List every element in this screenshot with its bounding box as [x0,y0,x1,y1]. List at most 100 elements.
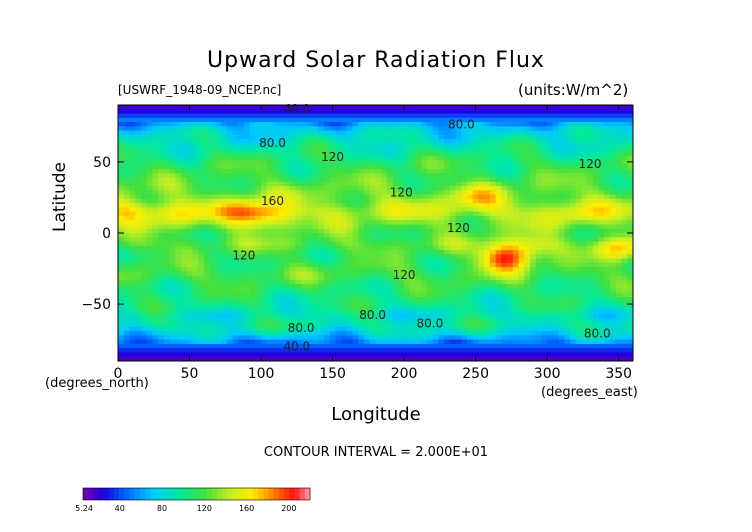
heatmap-cell [152,254,159,259]
heatmap-cell [552,134,560,140]
heatmap-cell [484,309,491,315]
heatmap-cell [140,190,148,195]
heatmap-cell [621,143,628,149]
heatmap-cell [467,228,474,234]
heatmap-cell [427,245,434,251]
heatmap-cell [604,220,611,225]
heatmap-cell [581,220,588,225]
heatmap-cell [186,284,193,289]
heatmap-cell [547,105,554,110]
heatmap-cell [432,109,439,114]
heatmap-cell [467,335,474,341]
heatmap-cell [404,134,411,140]
heatmap-cell [564,284,571,289]
heatmap-cell [575,130,582,136]
heatmap-cell [467,254,474,259]
heatmap-cell [455,233,462,238]
heatmap-cell [301,211,308,217]
heatmap-cell [518,220,525,225]
heatmap-cell [398,241,405,247]
heatmap-cell [364,134,371,140]
heatmap-cell [169,339,176,345]
heatmap-cell [409,305,416,311]
heatmap-cell [547,301,554,306]
heatmap-cell [226,194,233,200]
heatmap-cell [324,309,331,315]
heatmap-cell [386,224,394,230]
heatmap-cell [461,284,468,289]
heatmap-cell [346,309,354,315]
heatmap-cell [272,113,279,119]
heatmap-cell [215,254,222,259]
heatmap-cell [369,322,376,328]
heatmap-cell [255,194,262,200]
heatmap-cell [621,190,628,195]
heatmap-cell [489,143,497,149]
heatmap-cell [140,267,148,272]
heatmap-cell [438,237,445,242]
heatmap-cell [398,215,405,221]
heatmap-cell [272,186,279,191]
heatmap-cell [375,245,382,251]
heatmap-cell [592,186,600,191]
heatmap-cell [472,194,479,200]
heatmap-cell [427,160,434,166]
heatmap-cell [301,309,308,315]
heatmap-cell [249,284,256,289]
heatmap-cell [135,335,142,341]
heatmap-cell [238,250,245,255]
heatmap-cell [243,181,251,187]
heatmap-cell [512,233,519,238]
heatmap-cell [318,147,325,153]
heatmap-cell [198,292,205,298]
heatmap-cell [507,143,514,149]
heatmap-cell [152,250,159,255]
heatmap-cell [610,173,617,178]
heatmap-cell [541,160,548,166]
heatmap-cell [192,151,199,157]
heatmap-cell [186,169,193,174]
heatmap-cell [449,241,457,247]
heatmap-cell [558,113,565,119]
heatmap-cell [335,297,342,302]
heatmap-cell [392,160,399,166]
heatmap-cell [352,113,359,119]
heatmap-cell [415,130,422,136]
heatmap-cell [335,262,342,268]
heatmap-cell [146,169,153,174]
heatmap-cell [335,254,342,259]
heatmap-cell [329,134,336,140]
heatmap-cell [278,117,285,123]
heatmap-cell [341,228,348,234]
heatmap-cell [547,245,554,251]
heatmap-cell [604,331,611,336]
heatmap-cell [575,207,582,213]
heatmap-cell [123,241,130,247]
heatmap-cell [198,207,205,213]
heatmap-cell [232,220,239,225]
heatmap-cell [552,250,560,255]
heatmap-cell [489,109,497,114]
heatmap-cell [335,194,342,200]
heatmap-cell [221,177,228,183]
heatmap-cell [301,207,308,213]
heatmap-cell [421,139,428,144]
heatmap-cell [575,105,582,110]
heatmap-cell [432,190,439,195]
heatmap-cell [495,169,502,174]
heatmap-cell [444,160,451,166]
heatmap-cell [306,126,313,131]
heatmap-cell [381,241,388,247]
heatmap-cell [587,181,594,187]
heatmap-cell [226,126,233,131]
heatmap-cell [209,139,216,144]
heatmap-cell [455,169,462,174]
heatmap-cell [570,211,577,217]
heatmap-cell [381,284,388,289]
heatmap-cell [163,258,170,264]
heatmap-cell [432,151,439,157]
heatmap-cell [530,220,537,225]
heatmap-cell [541,275,548,281]
heatmap-cell [295,160,302,166]
heatmap-cell [249,335,256,341]
